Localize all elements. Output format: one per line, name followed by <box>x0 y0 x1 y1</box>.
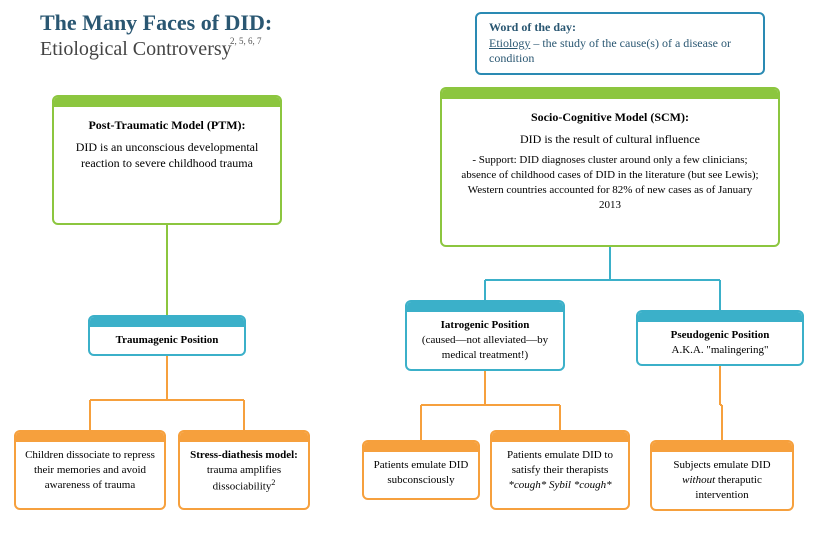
emulate-noint-text: Subjects emulate DID without theraputic … <box>652 452 792 509</box>
word-of-day-box: Word of the day: Etiology – the study of… <box>475 12 765 75</box>
scm-title: Socio-Cognitive Model (SCM): <box>456 109 764 125</box>
title-superscript: 2, 5, 6, 7 <box>230 36 262 46</box>
scm-header-bar <box>442 89 778 99</box>
ptm-body: DID is an unconscious developmental reac… <box>68 139 266 171</box>
scm-body1: DID is the result of cultural influence <box>456 131 764 147</box>
emulate-noint-box: Subjects emulate DID without theraputic … <box>650 440 794 511</box>
stress-diath-box: Stress-diathesis model: trauma amplifies… <box>178 430 310 510</box>
traumagenic-title: Traumagenic Position <box>116 334 219 346</box>
emulate-sub-text: Patients emulate DID subconsciously <box>364 452 478 494</box>
iatrogenic-box: Iatrogenic Position (caused—not alleviat… <box>405 300 565 371</box>
scm-box: Socio-Cognitive Model (SCM): DID is the … <box>440 87 780 247</box>
emulate-sub-box: Patients emulate DID subconsciously <box>362 440 480 500</box>
emulate-ther-header-bar <box>492 432 628 442</box>
word-of-day-body: Etiology – the study of the cause(s) of … <box>489 36 751 67</box>
child-dissoc-box: Children dissociate to repress their mem… <box>14 430 166 510</box>
emulate-ther-box: Patients emulate DID to satisfy their th… <box>490 430 630 510</box>
pseudogenic-header-bar <box>638 312 802 322</box>
ptm-title: Post-Traumatic Model (PTM): <box>68 117 266 133</box>
emulate-noint-header-bar <box>652 442 792 452</box>
word-of-day-term: Etiology <box>489 36 530 50</box>
title-line1: The Many Faces of DID: <box>40 10 272 36</box>
iatrogenic-body: (caused—not alleviated—by medical treatm… <box>415 333 555 363</box>
ptm-header-bar <box>54 97 280 107</box>
traumagenic-header-bar <box>90 317 244 327</box>
ptm-box: Post-Traumatic Model (PTM): DID is an un… <box>52 95 282 225</box>
stress-diath-header-bar <box>180 432 308 442</box>
word-of-day-heading: Word of the day: <box>489 20 751 36</box>
pseudogenic-body: A.K.A. "malingering" <box>646 343 794 358</box>
emulate-sub-header-bar <box>364 442 478 452</box>
pseudogenic-title: Pseudogenic Position <box>646 328 794 343</box>
traumagenic-box: Traumagenic Position <box>88 315 246 356</box>
stress-diath-text: Stress-diathesis model: trauma amplifies… <box>180 442 308 500</box>
iatrogenic-title: Iatrogenic Position <box>415 318 555 333</box>
child-dissoc-text: Children dissociate to repress their mem… <box>16 442 164 499</box>
scm-body2: - Support: DID diagnoses cluster around … <box>456 153 764 212</box>
iatrogenic-header-bar <box>407 302 563 312</box>
child-dissoc-header-bar <box>16 432 164 442</box>
emulate-ther-text: Patients emulate DID to satisfy their th… <box>492 442 628 499</box>
pseudogenic-box: Pseudogenic Position A.K.A. "malingering… <box>636 310 804 366</box>
